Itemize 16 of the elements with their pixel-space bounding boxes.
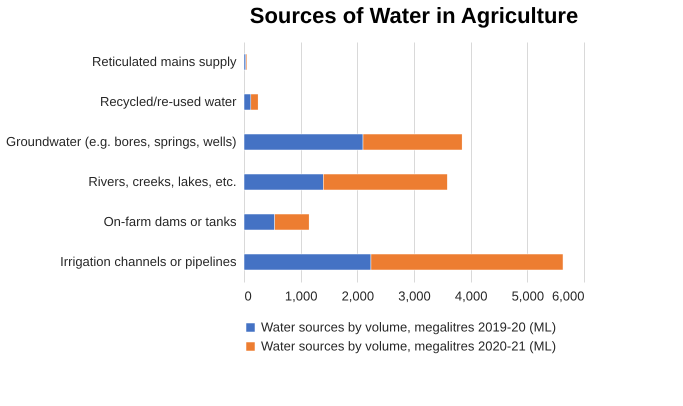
y-tick-label: Reticulated mains supply	[92, 54, 237, 69]
x-tick-label: 2,000	[342, 288, 374, 304]
legend-label: Water sources by volume, megalitres 2020-21 (ML)	[261, 338, 556, 354]
chart-title: Sources of Water in Agriculture	[250, 3, 578, 28]
x-tick-label: 4,000	[454, 288, 488, 304]
x-tick-label: 1,000	[284, 288, 318, 304]
x-tick-label: 3,000	[398, 288, 431, 304]
y-tick-label: Groundwater (e.g. bores, springs, wells)	[6, 134, 236, 149]
x-tick-label: 0	[244, 288, 252, 304]
x-tick-label: 5,000	[512, 288, 544, 304]
y-tick-label: On-farm dams or tanks	[104, 214, 237, 229]
x-tick-label: 6,000	[552, 288, 584, 304]
y-tick-label: Recycled/re-used water	[100, 94, 238, 109]
y-tick-label: Rivers, creeks, lakes, etc.	[88, 174, 236, 189]
y-tick-label: Irrigation channels or pipelines	[60, 254, 237, 269]
legend-label: Water sources by volume, megalitres 2019-20 (ML)	[261, 320, 556, 334]
